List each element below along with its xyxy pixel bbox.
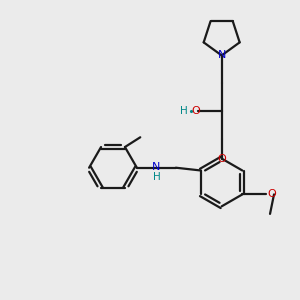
Text: H: H <box>180 106 188 116</box>
Text: N: N <box>218 50 226 60</box>
Text: H: H <box>152 172 160 182</box>
Text: O: O <box>191 106 200 116</box>
Text: N: N <box>152 162 160 172</box>
Text: O: O <box>217 154 226 164</box>
Text: O: O <box>267 189 276 200</box>
